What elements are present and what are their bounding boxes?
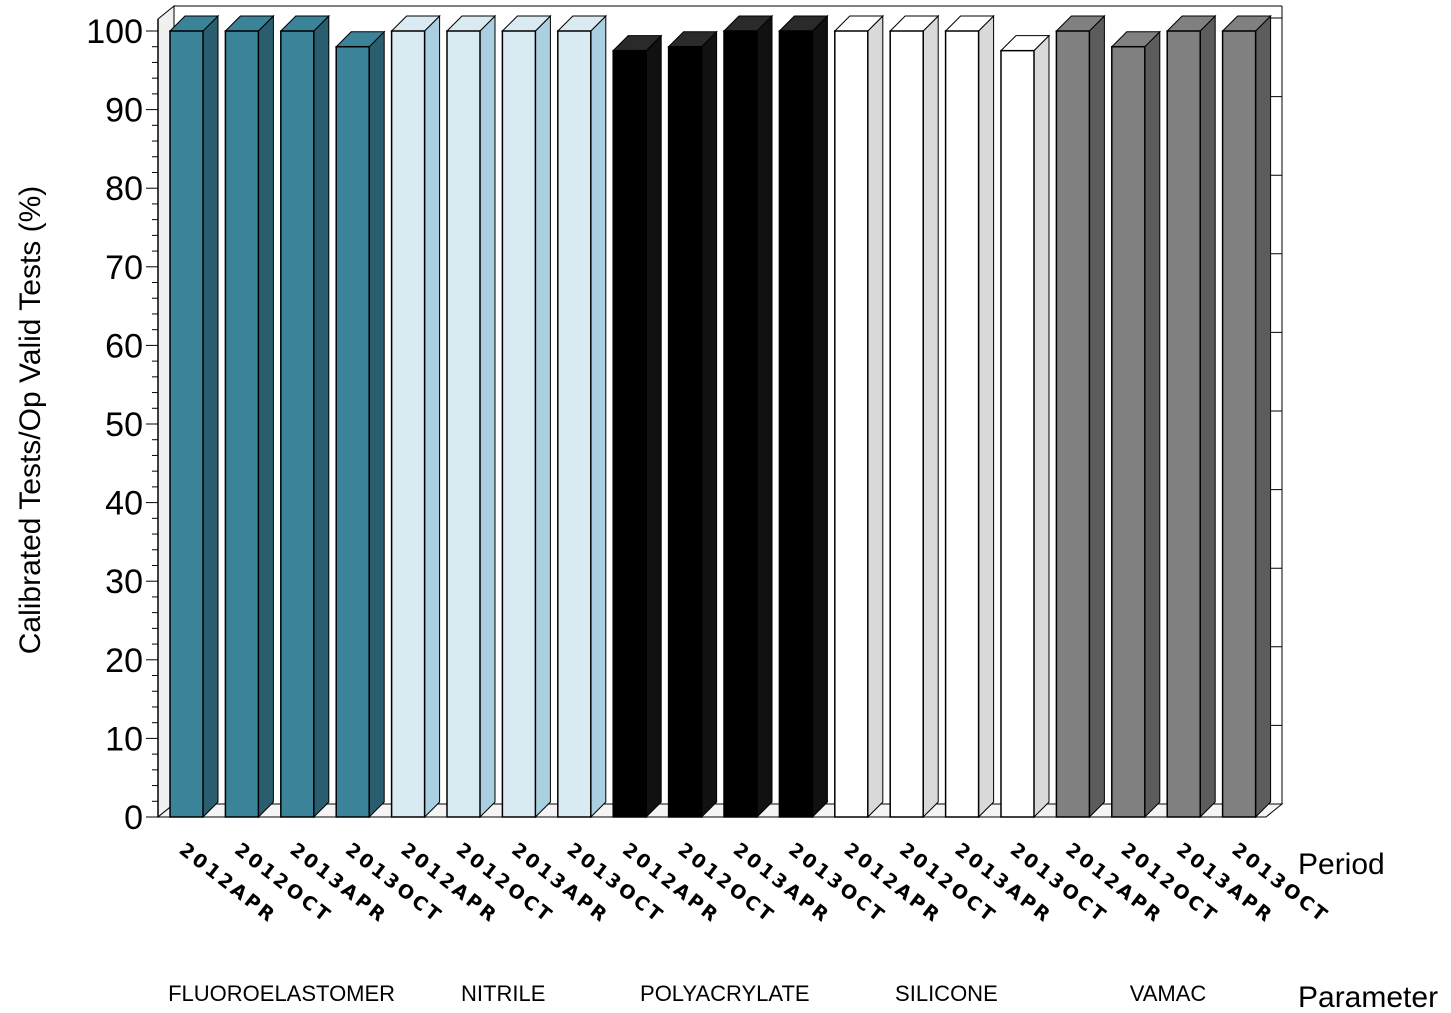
bar-side	[978, 14, 995, 819]
bar-front	[169, 30, 204, 818]
bar-front	[335, 45, 370, 818]
y-tick-label: 60	[105, 327, 143, 365]
bar-front	[1000, 49, 1035, 818]
bar-side	[313, 14, 330, 819]
bar	[667, 30, 718, 819]
bars	[168, 14, 1272, 819]
bar-front	[944, 30, 980, 818]
bar	[168, 14, 220, 819]
bar-front	[834, 30, 869, 818]
bar-front	[1055, 30, 1091, 818]
bar	[445, 14, 497, 819]
bar	[1055, 14, 1106, 819]
y-tick-label: 30	[105, 563, 143, 601]
bar-side	[922, 14, 939, 819]
bar-front	[1166, 30, 1201, 818]
bar	[999, 34, 1051, 819]
y-tick-label: 20	[105, 642, 143, 680]
bar	[334, 30, 386, 819]
y-tick-label: 10	[105, 720, 143, 758]
bar-side	[756, 14, 773, 819]
parameter-label: VAMAC	[1130, 981, 1207, 1006]
bar	[390, 14, 441, 819]
bar	[611, 34, 663, 819]
bar	[1165, 14, 1217, 819]
bar-front	[778, 30, 814, 818]
bar-front	[224, 30, 260, 818]
bar-side	[424, 14, 441, 819]
bar-side	[1088, 14, 1105, 819]
parameter-label: SILICONE	[895, 981, 998, 1006]
bar-front	[446, 30, 481, 818]
bar	[778, 14, 829, 819]
y-axis-title: Calibrated Tests/Op Valid Tests (%)	[14, 186, 47, 655]
bar-front	[1111, 45, 1146, 818]
bar-front	[889, 30, 924, 818]
bar	[1221, 14, 1272, 819]
period-label: 2012APR	[175, 839, 281, 928]
y-tick-label: 80	[105, 170, 143, 208]
parameter-label: NITRILE	[461, 981, 545, 1006]
bar-side	[1033, 34, 1050, 819]
parameter-label: FLUOROELASTOMER	[168, 981, 395, 1006]
y-tick-label: 70	[105, 249, 143, 287]
y-tick-label: 90	[105, 92, 143, 130]
bar-front	[723, 30, 758, 818]
bar	[833, 14, 885, 819]
bar-front	[557, 30, 592, 818]
bar-front	[501, 30, 537, 818]
bar-side	[1255, 14, 1272, 819]
bar-front	[280, 30, 315, 818]
bar	[501, 14, 552, 819]
bar-side	[257, 14, 274, 819]
period-labels: 2012APR2012OCT2013APR2013OCT2012APR2012O…	[175, 839, 1333, 928]
parameter-label: POLYACRYLATE	[640, 981, 810, 1006]
bar-front	[667, 45, 703, 818]
y-tick-label: 100	[86, 13, 143, 51]
y-axis: 0 10 20 30 40 50 60 70 80 90 100	[86, 13, 1282, 837]
bar-side	[202, 14, 219, 819]
period-axis-title: Period	[1298, 848, 1385, 881]
bar	[722, 14, 774, 819]
bar	[1110, 30, 1162, 819]
bar-side	[1199, 14, 1216, 819]
bar-side	[867, 14, 884, 819]
bar-side	[368, 30, 385, 819]
y-tick-label: 40	[105, 485, 143, 523]
parameter-labels: FLUOROELASTOMER NITRILE POLYACRYLATE SILICO…	[168, 981, 1206, 1006]
bar-side	[479, 14, 496, 819]
bar-front	[1221, 30, 1257, 818]
y-tick-label: 0	[124, 799, 143, 837]
bar-side	[534, 14, 551, 819]
bar	[279, 14, 331, 819]
bar	[888, 14, 940, 819]
bar-side	[645, 34, 662, 819]
parameter-axis-title: Parameter	[1298, 981, 1438, 1013]
bar-front	[612, 49, 647, 818]
bar	[944, 14, 995, 819]
bar-front	[390, 30, 426, 818]
bar-side	[811, 14, 828, 819]
bar-side	[590, 14, 607, 819]
y-tick-label: 50	[105, 406, 143, 444]
bar-side	[1144, 30, 1161, 819]
bar	[556, 14, 608, 819]
bar	[224, 14, 275, 819]
bar-side	[701, 30, 718, 819]
